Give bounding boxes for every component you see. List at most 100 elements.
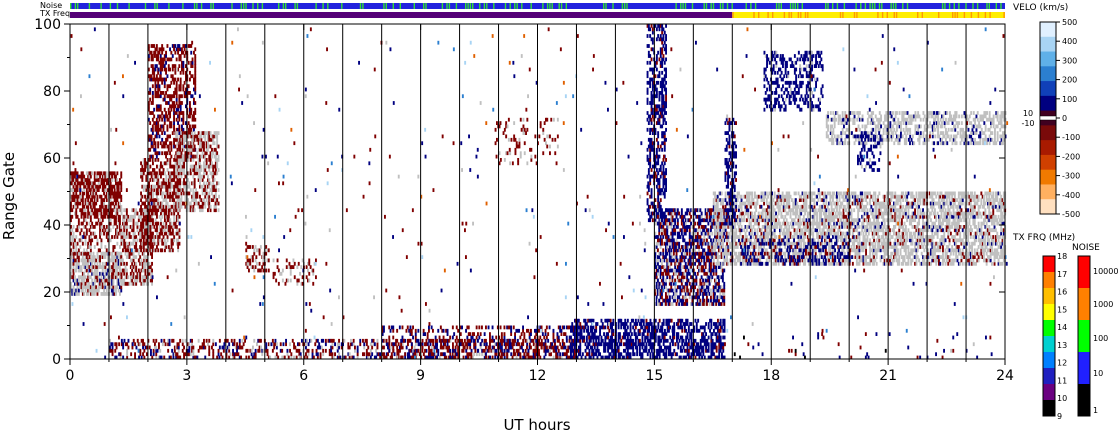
scatter-cell [426,355,429,360]
scatter-cell [522,127,525,132]
scatter-cell [116,178,119,182]
scatter-cell [162,141,165,146]
scatter-cell [254,352,257,357]
scatter-cell [77,201,80,206]
scatter-cell [595,335,598,340]
scatter-cell [134,352,136,357]
scatter-cell [120,285,123,290]
scatter-cell [629,338,632,343]
scatter-cell [668,345,670,350]
scatter-cell [195,201,197,206]
scatter-cell [188,348,191,353]
scatter-cell [76,241,79,246]
scatter-cell [178,44,181,48]
scatter-cell [155,134,158,139]
scatter-cell [519,154,522,159]
scatter-cell [634,338,637,343]
scatter-cell [105,204,108,209]
scatter-cell [428,328,430,333]
scatter-cell [256,342,258,347]
scatter-cell [681,335,684,340]
scatter-cell [414,328,417,333]
scatter-cell [307,342,310,347]
scatter-cell [133,281,136,286]
scatter-cell [170,231,173,236]
scatter-cell [154,198,157,202]
scatter-cell [81,178,84,182]
scatter-cell [238,342,241,347]
scatter-cell [702,335,705,340]
scatter-cell [153,114,156,119]
scatter-cell [640,325,643,330]
scatter-cell [258,338,261,343]
scatter-cell [552,345,555,350]
scatter-cell [214,198,217,202]
scatter-cell [150,144,153,149]
scatter-cell [523,352,526,357]
scatter-cell [129,258,132,263]
scatter-cell [388,338,391,343]
scatter-cell [168,355,171,360]
scatter-cell [392,328,395,333]
scatter-cell [207,141,209,146]
scatter-cell [228,342,231,347]
scatter-cell [142,342,144,347]
scatter-cell [166,235,169,239]
scatter-cell [159,54,162,58]
scatter-cell [116,261,119,266]
scatter-cell [177,77,179,82]
scatter-cell [100,171,103,176]
scatter-cell [191,74,194,79]
scatter-cell [576,338,579,343]
scatter-cell [194,111,197,115]
scatter-cell [555,352,558,357]
scatter-cell [719,335,722,340]
scatter-cell [367,355,370,360]
scatter-cell [253,248,256,253]
scatter-cell [120,208,123,213]
scatter-cell [547,338,550,343]
scatter-cell [483,348,486,353]
scatter-cell [722,345,725,350]
scatter-cell [89,174,92,179]
scatter-cell [445,345,448,350]
scatter-cell [248,245,250,249]
scatter-cell [311,268,313,273]
scatter-cell [245,255,248,259]
scatter-cell [363,345,366,350]
scatter-cell [473,352,476,357]
scatter-cell [138,342,140,347]
scatter-cell [97,265,100,269]
scatter-cell [411,348,413,353]
scatter-cell [285,338,287,343]
scatter-cell [173,208,176,213]
scatter-cell [74,194,76,199]
scatter-cell [81,198,84,202]
scatter-cell [621,355,624,360]
scatter-cell [502,131,505,135]
scatter-cell [148,261,151,266]
scatter-cell [181,161,184,166]
scatter-cell [153,74,156,79]
scatter-cell [81,261,84,266]
scatter-cell [719,325,722,330]
scatter-cell [149,137,152,142]
strip-fleck [977,12,980,18]
scatter-cell [125,235,128,239]
scatter-cell [553,342,556,347]
scatter-cell [410,342,413,347]
scatter-cell [652,332,654,336]
scatter-cell [120,171,123,176]
scatter-cell [301,275,304,280]
scatter-cell [485,325,487,330]
scatter-cell [383,355,385,360]
scatter-cell [133,275,136,280]
scatter-cell [188,208,191,213]
scatter-cell [518,144,521,149]
scatter-cell [74,198,76,202]
scatter-cell [133,235,136,239]
scatter-cell [74,268,76,273]
scatter-cell [117,194,120,199]
scatter-cell [534,328,536,333]
scatter-cell [313,261,316,266]
